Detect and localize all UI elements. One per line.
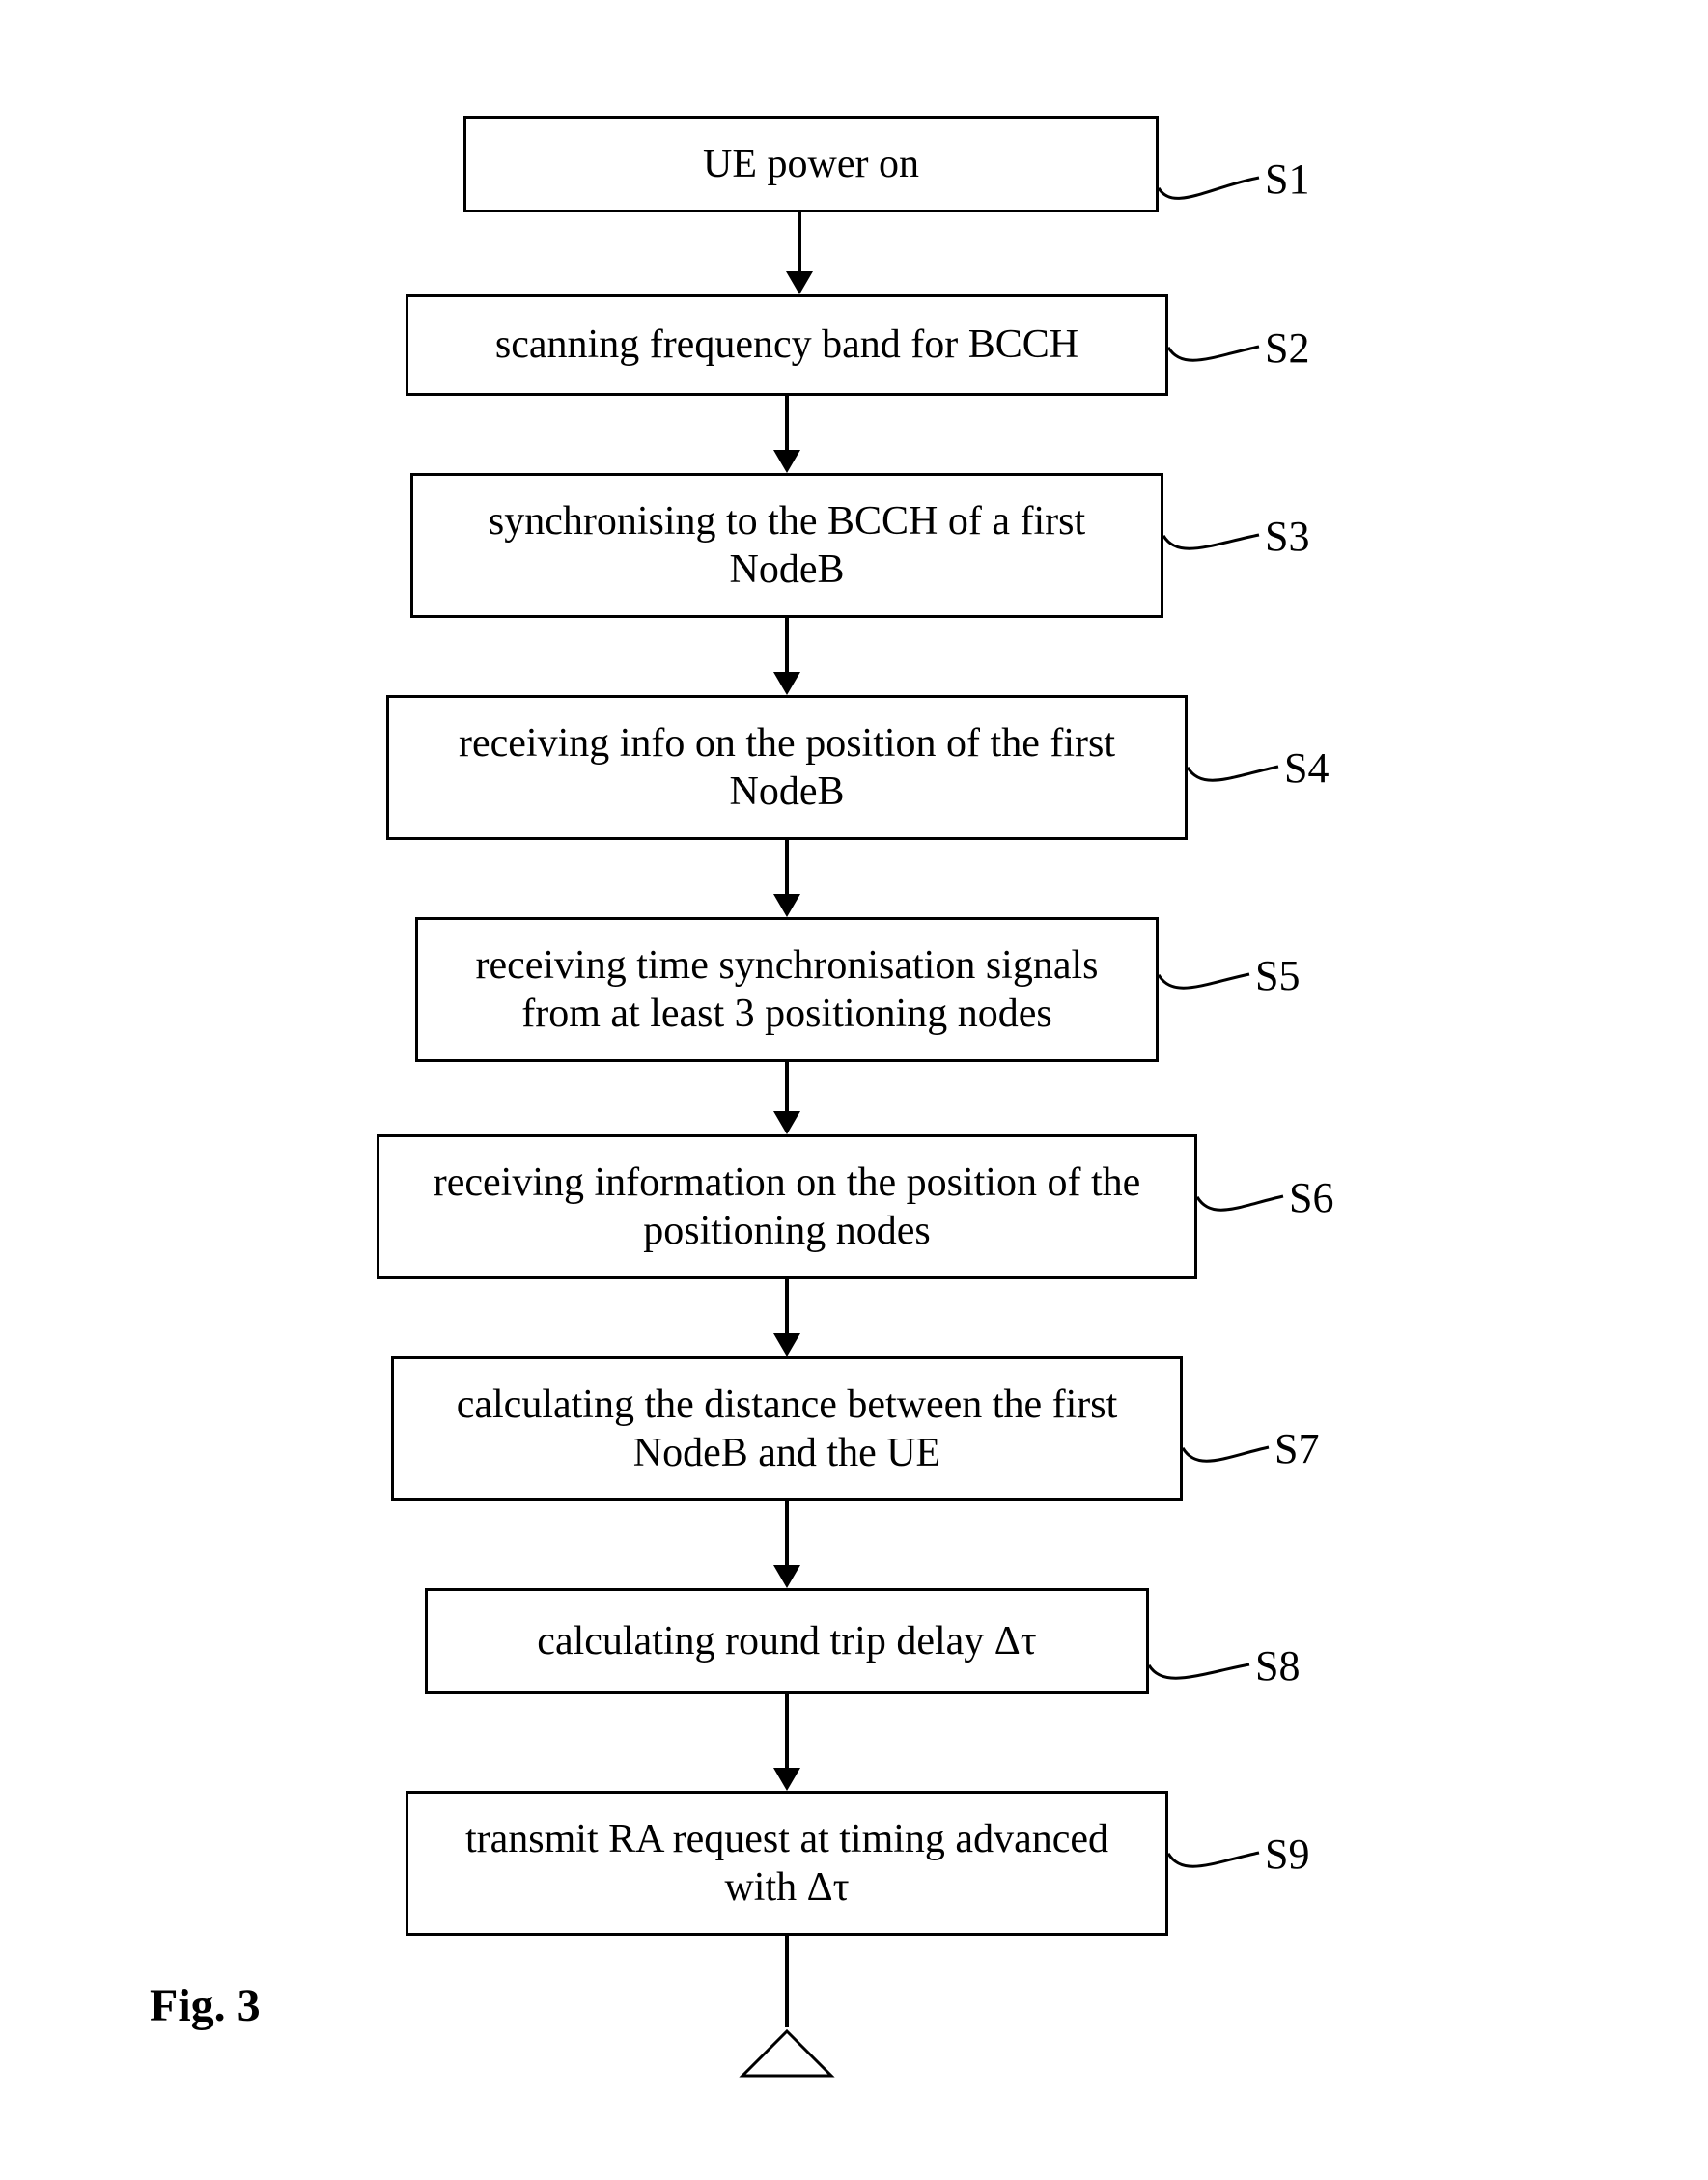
step-box-s6: receiving information on the position of… xyxy=(377,1134,1197,1279)
step-box-s9: transmit RA request at timing advancedwi… xyxy=(406,1791,1168,1936)
step-box-s5: receiving time synchronisation signalsfr… xyxy=(415,917,1159,1062)
terminator-triangle-icon xyxy=(739,2027,835,2083)
arrow-line xyxy=(798,212,801,271)
arrow-line xyxy=(785,1279,789,1333)
arrow-head-icon xyxy=(773,1565,800,1588)
step-box-s2: scanning frequency band for BCCH xyxy=(406,294,1168,396)
arrow-line xyxy=(785,618,789,672)
step-box-s8: calculating round trip delay Δτ xyxy=(425,1588,1149,1694)
step-text: scanning frequency band for BCCH xyxy=(495,321,1078,369)
arrow-line xyxy=(785,1694,789,1768)
arrow-line xyxy=(785,1501,789,1565)
arrow-head-icon xyxy=(773,1768,800,1791)
step-box-s4: receiving info on the position of the fi… xyxy=(386,695,1188,840)
step-text: UE power on xyxy=(703,140,919,188)
label-connector xyxy=(1173,1428,1288,1487)
label-connector xyxy=(1154,516,1278,574)
arrow-line xyxy=(785,840,789,894)
step-text: receiving time synchronisation signalsfr… xyxy=(475,941,1098,1039)
arrow-head-icon xyxy=(773,672,800,695)
label-connector xyxy=(1139,1645,1269,1704)
label-connector xyxy=(1178,747,1298,806)
arrow-head-icon xyxy=(773,1333,800,1356)
arrow-head-icon xyxy=(786,271,813,294)
label-connector xyxy=(1159,1833,1278,1892)
step-box-s7: calculating the distance between the fir… xyxy=(391,1356,1183,1501)
step-text: transmit RA request at timing advancedwi… xyxy=(465,1815,1108,1913)
step-box-s1: UE power on xyxy=(463,116,1159,212)
arrow-line xyxy=(785,1936,789,2027)
step-text: calculating round trip delay Δτ xyxy=(537,1617,1036,1665)
arrow-head-icon xyxy=(773,450,800,473)
step-text: receiving info on the position of the fi… xyxy=(459,719,1115,817)
arrow-head-icon xyxy=(773,1111,800,1134)
step-text: calculating the distance between the fir… xyxy=(457,1381,1118,1478)
step-text: synchronising to the BCCH of a firstNode… xyxy=(489,497,1085,595)
flowchart-canvas: UE power on scanning frequency band for … xyxy=(0,0,1708,2180)
figure-caption: Fig. 3 xyxy=(150,1979,261,2032)
arrow-line xyxy=(785,396,789,450)
step-text: receiving information on the position of… xyxy=(434,1159,1141,1256)
label-connector xyxy=(1149,955,1269,1014)
step-box-s3: synchronising to the BCCH of a firstNode… xyxy=(410,473,1163,618)
label-connector xyxy=(1188,1177,1302,1236)
arrow-line xyxy=(785,1062,789,1111)
label-connector xyxy=(1149,158,1278,227)
label-connector xyxy=(1159,327,1278,386)
arrow-head-icon xyxy=(773,894,800,917)
